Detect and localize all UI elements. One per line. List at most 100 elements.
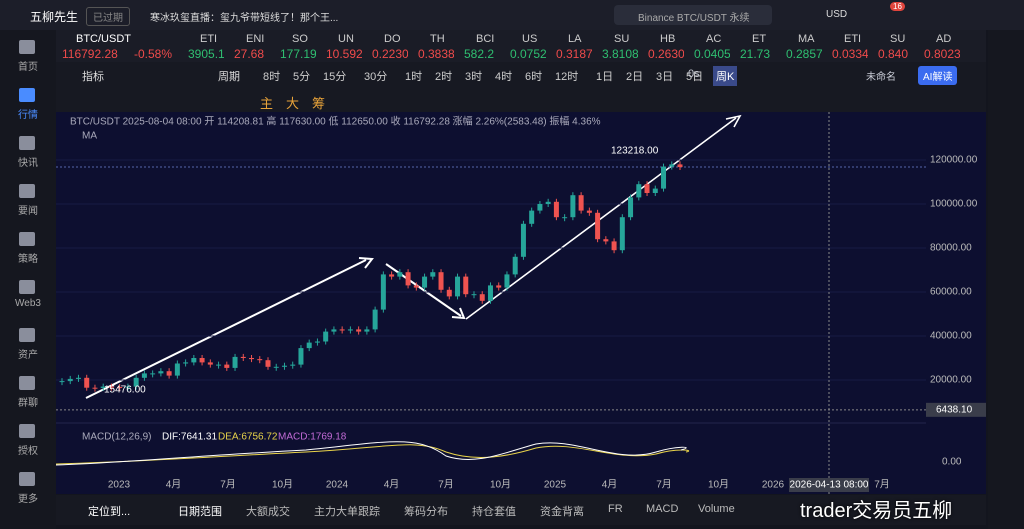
period-option[interactable]: 6时 — [525, 71, 543, 83]
badge: 16 — [890, 2, 905, 11]
nav-icon[interactable] — [19, 376, 35, 390]
period-option[interactable]: 4时 — [495, 71, 513, 83]
ticker-symbol[interactable]: ENI — [246, 33, 265, 45]
nav-label[interactable]: 资产 — [18, 350, 38, 361]
candle — [661, 166, 667, 189]
price-label: 40000.00 — [930, 331, 972, 342]
ticker-symbol[interactable]: HB — [660, 33, 676, 45]
bottom-tab[interactable]: 筹码分布 — [404, 506, 448, 518]
high-label: 123218.00 — [611, 146, 659, 157]
nav-label[interactable]: 策略 — [18, 254, 38, 265]
candle — [504, 274, 510, 288]
ticker-symbol[interactable]: SU — [890, 33, 906, 45]
indicator[interactable]: 指标 — [82, 71, 104, 83]
nav-icon[interactable] — [19, 280, 35, 294]
ticker-price: 582.2 — [464, 47, 495, 61]
draw-tool[interactable]: 主 — [260, 96, 274, 111]
ticker-symbol[interactable]: BCI — [476, 33, 495, 45]
ticker-symbol[interactable]: ETI — [200, 33, 218, 45]
ticker-symbol[interactable]: BTC/USDT — [76, 33, 131, 45]
period[interactable]: 周期 — [218, 71, 240, 83]
nav-label[interactable]: 首页 — [18, 62, 38, 73]
nav-icon[interactable] — [19, 472, 35, 486]
candle — [67, 378, 73, 382]
search-box[interactable] — [614, 5, 772, 25]
chart: BTC/USDT 2025-08-04 08:00 开 114208.81 高 … — [56, 112, 986, 494]
candle — [191, 358, 197, 363]
period-option[interactable]: 5分 — [293, 71, 311, 83]
currency[interactable]: USD — [826, 9, 848, 20]
bottom-tab[interactable]: Volume — [698, 503, 735, 515]
ticker-symbol[interactable]: US — [522, 33, 538, 45]
nav-icon[interactable] — [19, 184, 35, 198]
ticker-symbol[interactable]: SU — [614, 33, 630, 45]
countdown[interactable]: 0s — [688, 68, 700, 80]
x-label: 2024 — [326, 480, 349, 491]
nav-label[interactable]: 更多 — [18, 494, 38, 505]
nav-icon[interactable] — [19, 328, 35, 342]
nav-icon[interactable] — [19, 40, 35, 54]
period-option[interactable]: 周K — [713, 66, 738, 86]
period-option[interactable]: 2时 — [435, 71, 453, 83]
ticker-price: 0.2630 — [648, 47, 684, 61]
top-bar — [0, 0, 1024, 30]
period-option[interactable]: 1时 — [405, 71, 423, 83]
bottom-tab[interactable]: 定位到... — [88, 506, 131, 518]
bottom-tab[interactable]: 大额成交 — [246, 506, 290, 518]
nav-icon[interactable] — [19, 88, 35, 102]
ticker-symbol[interactable]: MA — [798, 33, 815, 45]
layout[interactable]: 未命名 — [866, 72, 896, 83]
nav-icon[interactable] — [19, 424, 35, 438]
period-option[interactable]: 15分 — [323, 71, 347, 83]
bottom-tab[interactable]: 资金背离 — [540, 506, 584, 518]
macd-zero: 0.00 — [942, 457, 962, 468]
ticker-symbol[interactable]: AC — [706, 33, 722, 45]
ticker-price: 0.0405 — [694, 47, 730, 61]
nav-label[interactable]: Web3 — [15, 298, 41, 309]
ticker-symbol[interactable]: SO — [292, 33, 308, 45]
candle — [133, 377, 139, 387]
candle — [59, 381, 65, 383]
nav-label[interactable]: 要闻 — [18, 206, 38, 217]
ticker-symbol[interactable]: UN — [338, 33, 354, 45]
news[interactable]: 寒冰玖玺直播：玺九爷带短线了！那个王... — [150, 13, 339, 24]
ticker-symbol[interactable]: ETI — [844, 33, 862, 45]
bottom-tab[interactable]: MACD — [646, 503, 679, 515]
candle — [141, 373, 147, 378]
candle — [553, 201, 559, 218]
ticker-symbol[interactable]: ET — [752, 33, 767, 45]
period-option[interactable]: 2日 — [626, 71, 644, 83]
period-option[interactable]: 3时 — [465, 71, 483, 83]
period-option[interactable]: 8时 — [263, 71, 281, 83]
period-option[interactable]: 12时 — [555, 71, 579, 83]
bottom-tab[interactable]: FR — [608, 503, 623, 515]
right-bar — [988, 30, 1024, 529]
ticker-symbol[interactable]: AD — [936, 33, 952, 45]
ai-button[interactable]: AI解读 — [918, 66, 958, 85]
ticker-symbol[interactable]: TH — [430, 33, 445, 45]
bottom-tab[interactable]: 日期范围 — [178, 506, 222, 518]
period-option[interactable]: 1日 — [596, 71, 614, 83]
ticker-symbol[interactable]: LA — [568, 33, 582, 45]
nav-label[interactable]: 行情 — [18, 110, 38, 121]
period-option[interactable]: 3日 — [656, 71, 674, 83]
bottom-tab[interactable]: 主力大单跟踪 — [314, 506, 380, 518]
candle — [224, 364, 230, 368]
candle — [265, 360, 271, 367]
candle — [677, 164, 683, 168]
user[interactable]: 五柳先生 — [30, 10, 79, 24]
nav-label[interactable]: 授权 — [18, 446, 38, 457]
candle — [611, 241, 617, 251]
period-option[interactable]: 5日 — [686, 71, 704, 83]
draw-tool[interactable]: 大 — [286, 96, 300, 111]
nav-icon[interactable] — [19, 232, 35, 246]
bottom-tab[interactable]: 持仓套值 — [472, 506, 516, 518]
candle — [389, 274, 395, 277]
draw-tool[interactable]: 筹 — [312, 96, 326, 111]
nav-icon[interactable] — [19, 136, 35, 150]
period-option[interactable]: 30分 — [364, 71, 388, 83]
nav-label[interactable]: 快讯 — [18, 158, 38, 169]
nav-label[interactable]: 群聊 — [18, 398, 38, 409]
ticker-symbol[interactable]: DO — [384, 33, 401, 45]
candle — [364, 329, 370, 332]
